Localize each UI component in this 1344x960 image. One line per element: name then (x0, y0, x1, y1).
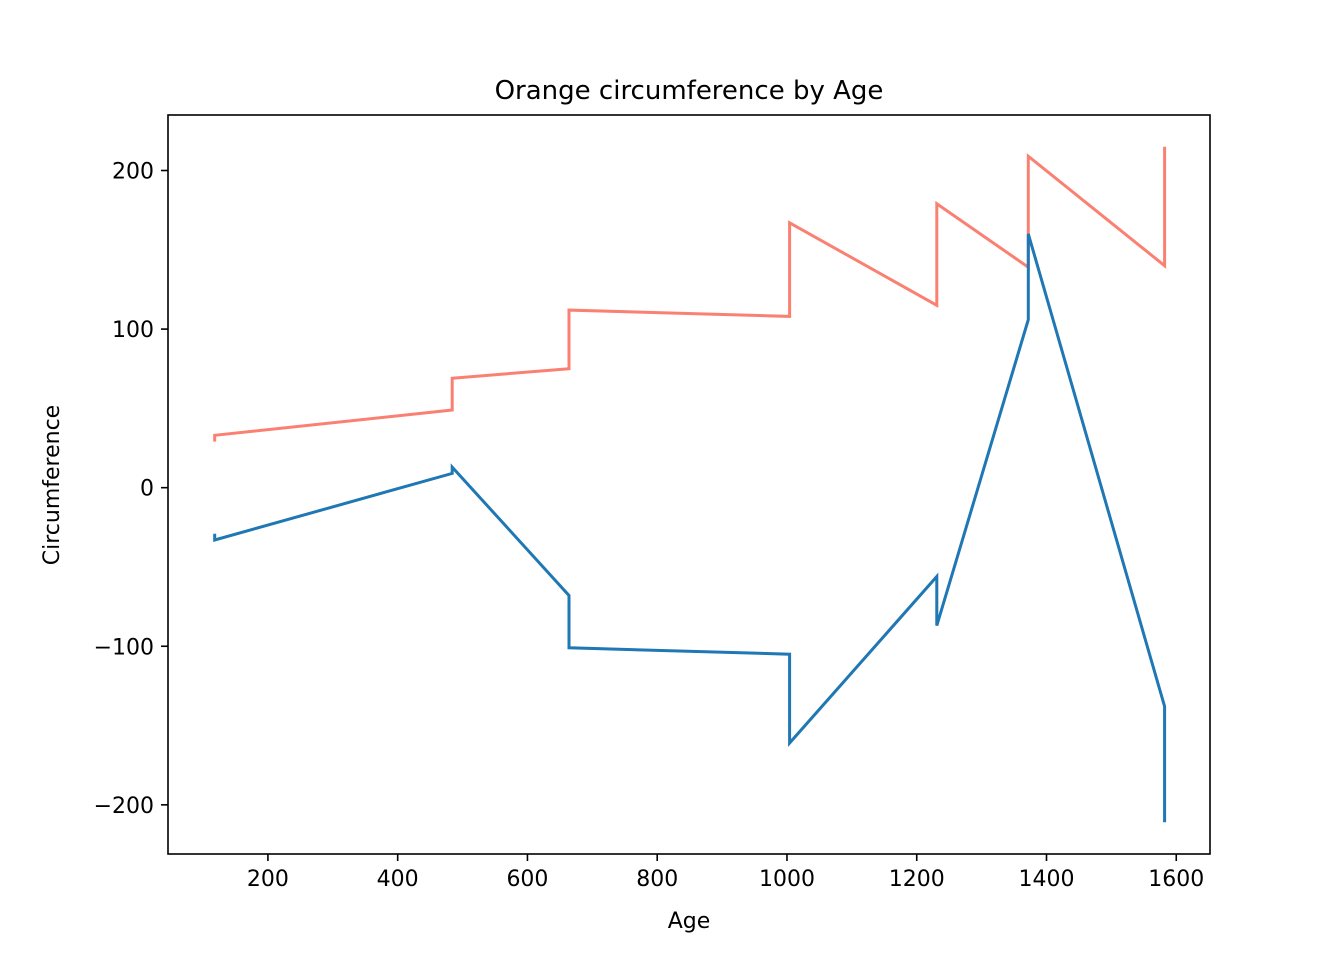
series-line-2 (213, 233, 1167, 823)
y-tick-label: 0 (140, 477, 154, 502)
y-tick-label: −200 (94, 794, 154, 819)
x-tick-label: 1600 (1148, 867, 1204, 892)
plot-lines (213, 146, 1167, 823)
y-axis-label: Circumference (40, 405, 65, 565)
y-tick-label: 100 (112, 318, 154, 343)
x-tick-label: 1000 (759, 867, 815, 892)
x-tick-label: 1200 (889, 867, 945, 892)
x-tick-label: 600 (506, 867, 548, 892)
y-tick-label: 200 (112, 160, 154, 185)
x-axis-label: Age (668, 909, 711, 934)
chart-title: Orange circumference by Age (495, 76, 884, 106)
y-tick-label: −100 (94, 635, 154, 660)
x-tick-label: 200 (247, 867, 289, 892)
x-tick-label: 400 (377, 867, 419, 892)
x-tick-label: 800 (636, 867, 678, 892)
plot-frame (167, 114, 1211, 855)
series-line-1 (213, 146, 1167, 442)
x-axis: 200 400 600 800 1000 1200 1400 1600 (247, 854, 1204, 892)
y-axis: −200 −100 0 100 200 (94, 160, 168, 819)
x-tick-label: 1400 (1018, 867, 1074, 892)
